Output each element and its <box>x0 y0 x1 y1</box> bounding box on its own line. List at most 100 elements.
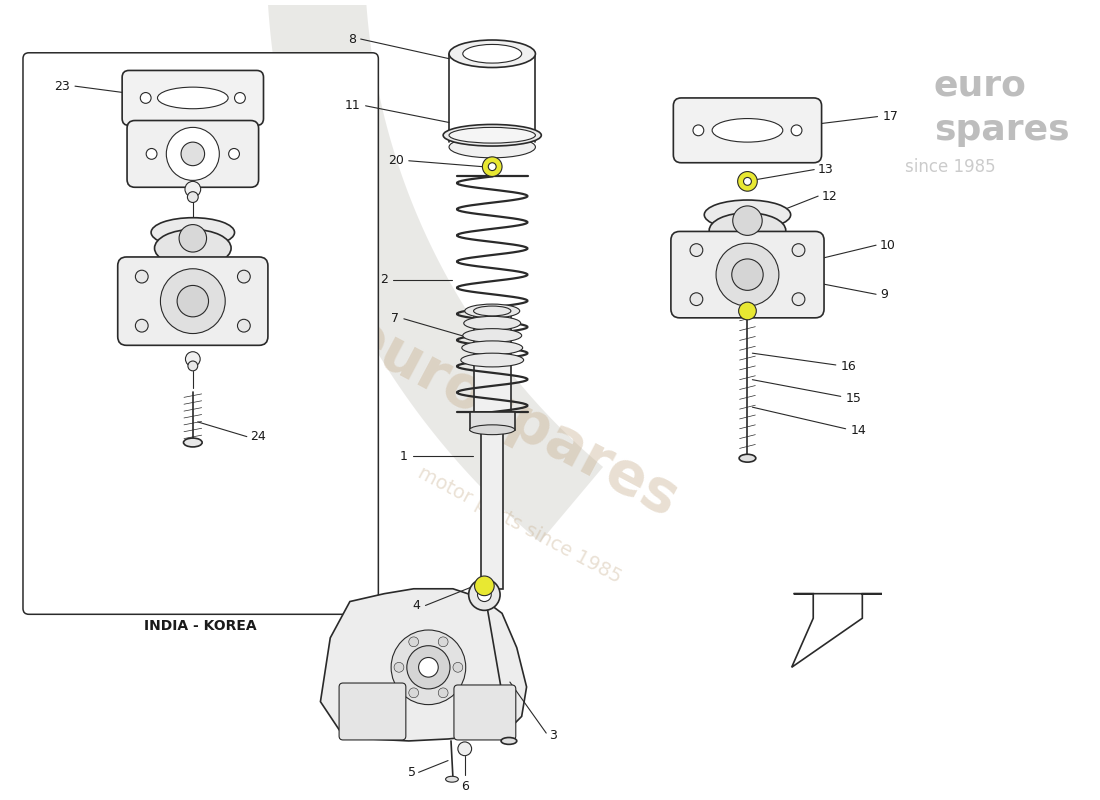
Bar <box>470 412 515 430</box>
Text: 2: 2 <box>381 273 388 286</box>
Text: 3: 3 <box>549 729 557 742</box>
Circle shape <box>229 149 240 159</box>
Text: 9: 9 <box>880 288 888 301</box>
Circle shape <box>453 662 463 672</box>
Bar <box>482 412 503 589</box>
Ellipse shape <box>443 125 541 146</box>
Circle shape <box>438 688 448 698</box>
FancyBboxPatch shape <box>126 121 258 187</box>
Circle shape <box>690 293 703 306</box>
FancyBboxPatch shape <box>118 257 268 346</box>
Circle shape <box>690 244 703 257</box>
Text: 17: 17 <box>882 110 899 123</box>
Circle shape <box>238 270 250 283</box>
Circle shape <box>188 361 198 371</box>
Ellipse shape <box>474 306 510 316</box>
Text: 8: 8 <box>348 33 355 46</box>
Text: 16: 16 <box>840 361 857 374</box>
Circle shape <box>474 576 494 596</box>
Text: 11: 11 <box>345 99 361 112</box>
Text: 15: 15 <box>846 392 861 405</box>
Ellipse shape <box>184 438 202 447</box>
FancyBboxPatch shape <box>339 683 406 740</box>
Circle shape <box>693 125 704 136</box>
Circle shape <box>177 286 209 317</box>
Circle shape <box>185 182 200 197</box>
Polygon shape <box>320 589 527 741</box>
Circle shape <box>419 658 438 677</box>
Circle shape <box>469 579 500 610</box>
Circle shape <box>477 588 492 602</box>
Circle shape <box>179 225 207 252</box>
FancyBboxPatch shape <box>454 685 516 740</box>
Text: 14: 14 <box>850 424 867 438</box>
Ellipse shape <box>464 316 520 330</box>
Text: 23: 23 <box>54 80 70 93</box>
Circle shape <box>234 93 245 103</box>
Text: euro: euro <box>934 69 1027 103</box>
Circle shape <box>488 162 496 170</box>
Ellipse shape <box>154 230 231 266</box>
Circle shape <box>458 742 472 756</box>
Polygon shape <box>792 594 882 667</box>
Polygon shape <box>266 0 916 542</box>
Ellipse shape <box>449 40 536 67</box>
Text: 24: 24 <box>250 430 265 443</box>
Circle shape <box>744 178 751 186</box>
Text: 12: 12 <box>822 190 838 202</box>
Circle shape <box>186 352 200 366</box>
Circle shape <box>792 293 805 306</box>
FancyBboxPatch shape <box>23 53 378 614</box>
Text: 13: 13 <box>818 163 834 176</box>
Circle shape <box>483 157 502 177</box>
Circle shape <box>792 244 805 257</box>
Ellipse shape <box>502 738 517 744</box>
Circle shape <box>733 206 762 235</box>
Text: 6: 6 <box>461 780 469 794</box>
Circle shape <box>409 688 419 698</box>
Circle shape <box>238 319 250 332</box>
Ellipse shape <box>464 304 519 318</box>
Text: 1: 1 <box>400 450 408 462</box>
Text: 5: 5 <box>408 766 416 779</box>
Ellipse shape <box>449 127 536 143</box>
Circle shape <box>738 302 757 320</box>
Text: 20: 20 <box>388 154 404 167</box>
Circle shape <box>161 269 226 334</box>
Circle shape <box>146 149 157 159</box>
Circle shape <box>732 259 763 290</box>
Text: 10: 10 <box>880 238 895 252</box>
Ellipse shape <box>151 218 234 247</box>
FancyBboxPatch shape <box>671 231 824 318</box>
Ellipse shape <box>157 87 228 109</box>
Circle shape <box>716 243 779 306</box>
Ellipse shape <box>462 341 522 354</box>
Circle shape <box>738 171 757 191</box>
Circle shape <box>187 192 198 202</box>
Ellipse shape <box>461 353 524 367</box>
Circle shape <box>392 630 465 705</box>
Ellipse shape <box>446 776 459 782</box>
Circle shape <box>407 646 450 689</box>
Circle shape <box>791 125 802 136</box>
Ellipse shape <box>463 45 521 63</box>
Circle shape <box>135 270 149 283</box>
Ellipse shape <box>463 329 521 342</box>
Circle shape <box>409 637 419 646</box>
Text: INDIA - KOREA: INDIA - KOREA <box>144 619 257 633</box>
FancyBboxPatch shape <box>673 98 822 162</box>
Circle shape <box>394 662 404 672</box>
Bar <box>474 311 510 412</box>
Text: spares: spares <box>934 113 1069 147</box>
Text: 4: 4 <box>412 599 420 612</box>
Text: 7: 7 <box>390 312 399 326</box>
Circle shape <box>166 127 219 180</box>
Circle shape <box>438 637 448 646</box>
Ellipse shape <box>739 454 756 462</box>
Text: since 1985: since 1985 <box>904 158 996 177</box>
FancyBboxPatch shape <box>122 70 264 126</box>
Ellipse shape <box>470 425 515 434</box>
Circle shape <box>141 93 151 103</box>
Circle shape <box>135 319 149 332</box>
Ellipse shape <box>704 200 791 230</box>
